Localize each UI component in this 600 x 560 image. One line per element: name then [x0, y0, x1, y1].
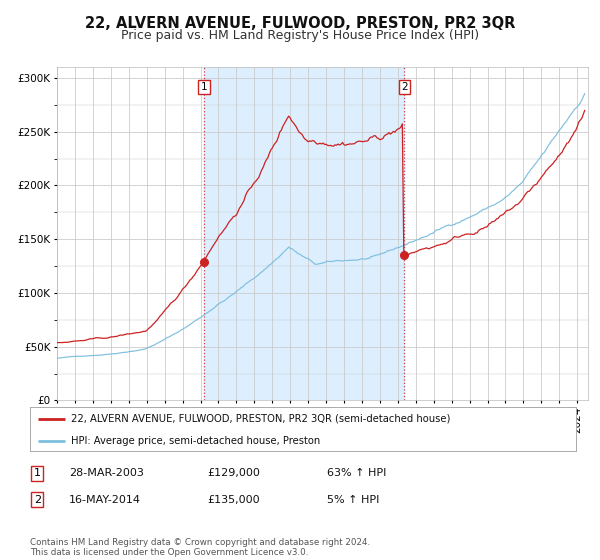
Text: 22, ALVERN AVENUE, FULWOOD, PRESTON, PR2 3QR: 22, ALVERN AVENUE, FULWOOD, PRESTON, PR2…: [85, 16, 515, 31]
Text: £135,000: £135,000: [207, 494, 260, 505]
Text: 22, ALVERN AVENUE, FULWOOD, PRESTON, PR2 3QR (semi-detached house): 22, ALVERN AVENUE, FULWOOD, PRESTON, PR2…: [71, 414, 451, 424]
Text: Contains HM Land Registry data © Crown copyright and database right 2024.
This d: Contains HM Land Registry data © Crown c…: [30, 538, 370, 557]
Text: Price paid vs. HM Land Registry's House Price Index (HPI): Price paid vs. HM Land Registry's House …: [121, 29, 479, 42]
Text: 28-MAR-2003: 28-MAR-2003: [69, 468, 144, 478]
Text: 1: 1: [201, 82, 208, 92]
Text: 5% ↑ HPI: 5% ↑ HPI: [327, 494, 379, 505]
Text: 2: 2: [34, 494, 41, 505]
Text: £129,000: £129,000: [207, 468, 260, 478]
Text: 63% ↑ HPI: 63% ↑ HPI: [327, 468, 386, 478]
Text: 16-MAY-2014: 16-MAY-2014: [69, 494, 141, 505]
Bar: [204, 67, 404, 400]
Text: HPI: Average price, semi-detached house, Preston: HPI: Average price, semi-detached house,…: [71, 436, 320, 446]
Text: 2: 2: [401, 82, 408, 92]
Text: 1: 1: [34, 468, 41, 478]
